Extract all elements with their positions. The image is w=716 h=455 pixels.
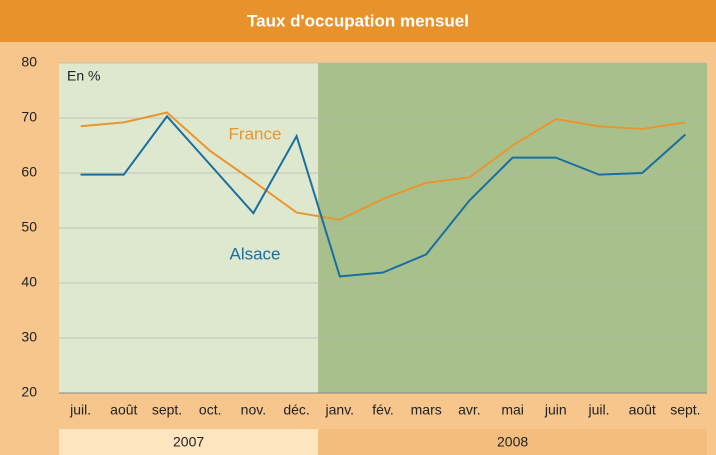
chart-title: Taux d'occupation mensuel <box>247 11 469 30</box>
series-line <box>80 111 686 221</box>
plot: 2007 2008 20 30 40 50 60 70 80 juil. août sept. oct.… <box>21 54 707 455</box>
y-tick-label: 40 <box>21 274 37 290</box>
year-label: 2008 <box>497 434 528 450</box>
series-label: France <box>229 124 282 143</box>
x-tick-label: juil. <box>587 402 609 418</box>
x-tick-label: déc. <box>283 402 309 418</box>
x-tick-label: juin <box>544 402 567 418</box>
x-tick-label: mars <box>411 402 442 418</box>
year-cell <box>59 429 319 455</box>
y-tick-label: 20 <box>21 384 37 400</box>
annotation: En % <box>67 68 100 84</box>
y-tick-label: 50 <box>21 219 37 235</box>
y-tick-label: 60 <box>21 164 37 180</box>
x-tick-label: août <box>110 402 137 418</box>
x-tick-label: avr. <box>458 402 481 418</box>
x-tick-label: oct. <box>199 402 222 418</box>
x-tick-label: fév. <box>372 402 394 418</box>
y-tick-label: 70 <box>21 109 37 125</box>
x-tick-label: juil. <box>69 402 91 418</box>
x-tick-label: sept. <box>152 402 182 418</box>
y-tick-label: 80 <box>21 54 37 70</box>
title-bar <box>0 0 716 42</box>
year-cell <box>318 429 707 455</box>
series-label: Alsace <box>229 244 280 263</box>
x-tick-label: nov. <box>241 402 266 418</box>
x-tick-label: sept. <box>670 402 700 418</box>
y-tick-label: 30 <box>21 329 37 345</box>
x-tick-label: mai <box>501 402 524 418</box>
x-tick-label: août <box>629 402 656 418</box>
series-line <box>80 114 687 278</box>
year-label: 2007 <box>173 434 204 450</box>
x-tick-label: janv. <box>325 402 355 418</box>
